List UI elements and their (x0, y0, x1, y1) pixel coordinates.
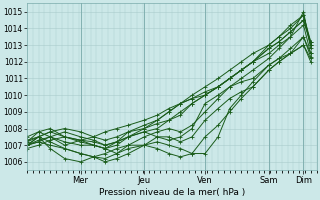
X-axis label: Pression niveau de la mer( hPa ): Pression niveau de la mer( hPa ) (99, 188, 245, 197)
